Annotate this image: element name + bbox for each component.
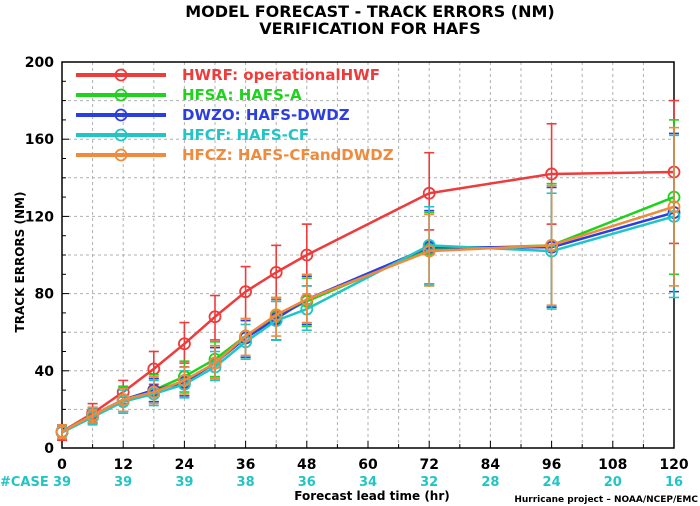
x-tick-label: 12 [113, 457, 132, 473]
legend: HWRF: operationalHWF HFSA: HAFS-A DWZO: HA… [76, 66, 394, 164]
data-point [239, 285, 253, 299]
legend-label: DWZO: HAFS-DWDZ [182, 106, 350, 124]
case-count-label: 28 [481, 475, 499, 490]
data-point [269, 308, 283, 322]
legend-label: HWRF: operationalHWF [182, 66, 380, 84]
case-count-label: 34 [359, 475, 377, 490]
x-tick-label: 72 [419, 457, 438, 473]
x-tick-label: 0 [57, 457, 67, 473]
data-point [269, 265, 283, 279]
y-tick-label: 120 [25, 209, 54, 225]
chart-title: MODEL FORECAST - TRACK ERRORS (NM) [185, 2, 554, 21]
case-count-label: 20 [604, 475, 622, 490]
x-tick-label: 84 [481, 457, 501, 473]
data-point [116, 393, 130, 407]
x-tick-label: 120 [659, 457, 688, 473]
y-tick-label: 0 [44, 441, 54, 457]
chart-subtitle: VERIFICATION FOR HAFS [259, 19, 480, 38]
x-tick-label: 60 [358, 457, 378, 473]
legend-marker [114, 88, 128, 102]
data-point [208, 310, 222, 324]
data-point [422, 244, 436, 258]
data-point [545, 238, 558, 252]
credit-text: Hurricane project – NOAA/NCEP/EMC [514, 495, 698, 505]
data-point [86, 408, 99, 422]
legend-label: HFCZ: HAFS-CFandDWDZ [182, 146, 394, 164]
data-point [177, 337, 191, 351]
data-point [545, 167, 558, 181]
case-count-label: 39 [175, 475, 193, 490]
case-count-label: 32 [420, 475, 438, 490]
x-tick-label: 48 [297, 457, 316, 473]
case-count-label: 38 [237, 475, 255, 490]
data-point [208, 356, 222, 370]
case-label: #CASE [0, 475, 49, 490]
x-tick-label: 24 [175, 457, 195, 473]
data-point [300, 248, 314, 262]
data-point [667, 200, 681, 214]
legend-label: HFSA: HAFS-A [182, 86, 302, 104]
y-tick-label: 200 [25, 55, 54, 71]
x-axis-label: Forecast lead time (hr) [294, 489, 450, 503]
y-tick-label: 80 [35, 287, 55, 303]
case-count-label: 39 [53, 475, 71, 490]
legend-label: HFCF: HAFS-CF [182, 126, 309, 144]
legend-marker [114, 128, 128, 142]
data-point [239, 329, 253, 343]
x-tick-label: 108 [598, 457, 627, 473]
case-count-label: 16 [665, 475, 683, 490]
y-tick-label: 160 [25, 132, 54, 148]
data-point [422, 186, 436, 200]
series-layer [55, 99, 681, 442]
case-count-label: 36 [298, 475, 316, 490]
legend-marker [114, 68, 128, 82]
x-tick-label: 36 [236, 457, 255, 473]
data-point [300, 292, 314, 306]
x-tick-label: 96 [542, 457, 561, 473]
legend-marker [114, 148, 128, 162]
case-count-label: 24 [543, 475, 561, 490]
data-point [55, 425, 69, 438]
series-4 [55, 126, 681, 440]
y-axis-label: TRACK ERRORS (NM) [13, 192, 27, 333]
case-count-label: 39 [114, 475, 132, 490]
y-tick-label: 40 [35, 364, 55, 380]
data-point [177, 374, 191, 387]
legend-marker [114, 108, 128, 122]
data-point [147, 385, 161, 399]
